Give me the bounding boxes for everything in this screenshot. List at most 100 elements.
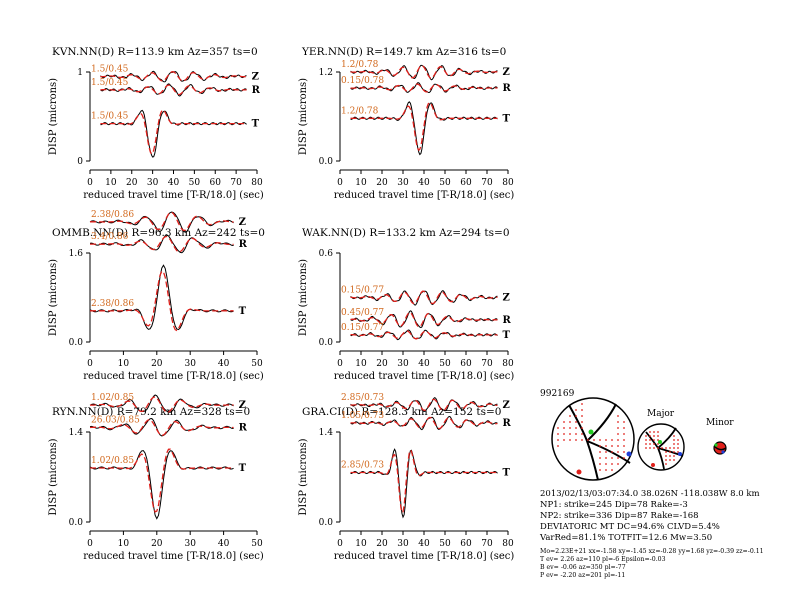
x-tick-label: 40 xyxy=(218,359,230,369)
p-axis-marker-small xyxy=(678,452,682,456)
polarity-dot xyxy=(575,439,577,441)
component-label: R xyxy=(503,418,512,429)
observed-trace-Z xyxy=(89,394,234,413)
x-tick-label: 30 xyxy=(397,178,409,188)
x-tick-label: 0 xyxy=(337,539,343,549)
synthetic-trace-T xyxy=(90,448,234,513)
polarity-dot xyxy=(669,459,671,461)
polarity-dot xyxy=(673,443,675,445)
polarity-dot xyxy=(611,463,613,465)
polarity-dot xyxy=(623,427,625,429)
polarity-dot xyxy=(611,451,613,453)
synthetic-trace-R xyxy=(350,416,498,430)
synthetic-trace-Z xyxy=(350,64,498,79)
synthetic-trace-Z xyxy=(350,398,498,412)
x-tick-label: 50 xyxy=(251,539,263,549)
amplitude-ratio-label: 0.15/0.77 xyxy=(341,286,384,296)
polarity-dot xyxy=(617,415,619,417)
polarity-dot xyxy=(605,439,607,441)
station-title: OMMB.NN(D) R=96.3 km Az=242 ts=0 xyxy=(52,227,265,239)
y-axis-label: DISP (microns) xyxy=(298,438,309,515)
x-axis-label: reduced travel time [T-R/18.0] (sec) xyxy=(334,190,515,201)
focal-mechanism-panel: 992169 Major Minor xyxy=(539,389,764,579)
nodal-plane-1: NP1: strike=245 Dip=78 Rake=-3 xyxy=(540,500,688,510)
polarity-dots-small xyxy=(645,431,679,465)
station-title: RYN.NN(D) R=79.2 km Az=328 ts=0 xyxy=(52,406,250,418)
amplitude-ratio-label: 1.2/0.78 xyxy=(341,106,379,116)
polarity-dot xyxy=(599,451,601,453)
t-axis-marker-small xyxy=(658,440,662,444)
component-label: T xyxy=(503,468,511,479)
polarity-dot xyxy=(581,409,583,411)
synthetic-trace-R xyxy=(100,84,247,96)
polarity-dot xyxy=(557,439,559,441)
x-tick-label: 50 xyxy=(189,178,201,188)
x-tick-label: 80 xyxy=(502,539,514,549)
t-axis-marker xyxy=(588,429,594,435)
x-tick-label: 50 xyxy=(439,539,451,549)
y-tick-label: 0.0 xyxy=(319,338,334,348)
polarity-dot xyxy=(665,459,667,461)
polarity-dot xyxy=(557,445,559,447)
synthetic-trace-T xyxy=(350,330,498,340)
amplitude-ratio-label: 0.45/0.77 xyxy=(341,308,384,318)
p-axis-marker xyxy=(626,451,632,457)
y-axis-label: DISP (microns) xyxy=(298,78,309,155)
x-tick-label: 40 xyxy=(218,539,230,549)
x-tick-label: 80 xyxy=(502,359,514,369)
t-axis: T ev= 2.26 az=110 pl=-6 Epsilon=-0.03 xyxy=(540,556,666,563)
polarity-dot xyxy=(677,443,679,445)
polarity-dot xyxy=(653,443,655,445)
polarity-dot xyxy=(657,435,659,437)
polarity-dot xyxy=(665,463,667,465)
station-title: WAK.NN(D) R=133.2 km Az=294 ts=0 xyxy=(302,227,510,239)
x-tick-label: 10 xyxy=(105,178,117,188)
x-tick-label: 50 xyxy=(439,359,451,369)
polarity-dot xyxy=(653,447,655,449)
polarity-dot xyxy=(599,445,601,447)
polarity-dot xyxy=(599,463,601,465)
polarity-dot xyxy=(645,435,647,437)
polarity-dot xyxy=(649,443,651,445)
polarity-dot xyxy=(673,435,675,437)
x-tick-label: 60 xyxy=(210,178,222,188)
polarity-dot xyxy=(611,439,613,441)
polarity-dot xyxy=(563,427,565,429)
amplitude-ratio-label: 2.85/0.73 xyxy=(341,461,384,471)
x-axis-label: reduced travel time [T-R/18.0] (sec) xyxy=(83,371,264,382)
polarity-dot xyxy=(617,451,619,453)
x-tick-label: 30 xyxy=(184,359,196,369)
amplitude-ratio-label: 1.05/0.73 xyxy=(341,411,384,421)
major-label: Major xyxy=(647,409,675,419)
x-tick-label: 10 xyxy=(118,359,130,369)
amplitude-ratio-label: 1.5/0.45 xyxy=(91,64,129,74)
component-label: Z xyxy=(503,400,510,411)
x-axis-label: reduced travel time [T-R/18.0] (sec) xyxy=(334,551,515,562)
y-axis-label: DISP (microns) xyxy=(48,259,59,336)
x-tick-label: 80 xyxy=(502,178,514,188)
station-panel-2: OMMB.NN(D) R=96.3 km Az=242 ts=0 1.6 0.0 0 1… xyxy=(48,210,265,382)
component-label: Z xyxy=(239,217,246,228)
x-tick-label: 0 xyxy=(87,359,93,369)
polarity-dot xyxy=(575,433,577,435)
polarity-dot xyxy=(605,457,607,459)
polarity-dot xyxy=(617,445,619,447)
x-tick-label: 0 xyxy=(337,359,343,369)
synthetic-trace-T xyxy=(350,449,498,514)
y-tick-label: 1.6 xyxy=(69,249,84,259)
x-tick-label: 0 xyxy=(87,178,93,188)
nodal-plane-2: NP2: strike=336 Dip=87 Rake=-168 xyxy=(540,511,699,521)
x-tick-label: 70 xyxy=(230,178,242,188)
y-tick-label: 0.0 xyxy=(69,518,84,528)
component-label: T xyxy=(503,113,511,124)
polarity-dot xyxy=(581,439,583,441)
polarity-dot xyxy=(605,445,607,447)
polarity-dot xyxy=(657,431,659,433)
polarity-dot xyxy=(657,439,659,441)
component-label: R xyxy=(503,83,512,94)
amplitude-ratio-label: 3.4/0.86 xyxy=(91,232,129,242)
amplitude-ratio-label: 1.02/0.85 xyxy=(91,456,134,466)
x-tick-label: 20 xyxy=(151,359,163,369)
polarity-dot xyxy=(623,433,625,435)
x-tick-label: 50 xyxy=(439,178,451,188)
